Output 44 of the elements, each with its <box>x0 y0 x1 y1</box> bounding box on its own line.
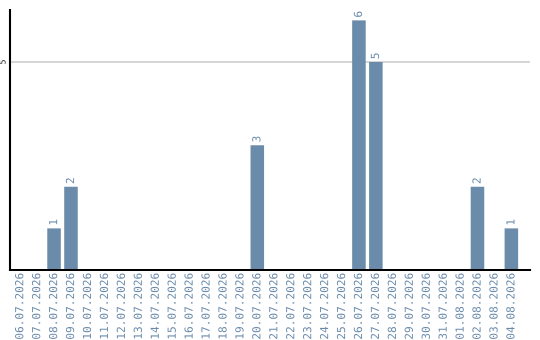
data-label: 6 <box>354 12 362 17</box>
x-tick-label: 03.08.2026 <box>489 273 498 339</box>
x-tick-label: 30.07.2026 <box>422 273 430 339</box>
x-tick-label: 19.07.2026 <box>235 273 244 338</box>
x-tick-label: 12.07.2026 <box>116 273 126 338</box>
bar <box>504 228 518 270</box>
data-label: 3 <box>252 136 261 142</box>
data-label: 5 <box>370 53 380 58</box>
x-tick-label: 15.07.2026 <box>167 273 176 338</box>
bar <box>470 186 484 270</box>
x-tick-label: 09.07.2026 <box>66 273 74 339</box>
x-tick-label: 25.07.2026 <box>336 273 346 339</box>
x-tick-label: 29.07.2026 <box>404 273 413 339</box>
data-label: 2 <box>66 178 74 184</box>
x-tick-label: 26.07.2026 <box>354 273 362 339</box>
x-tick-label: 31.07.2026 <box>438 273 447 339</box>
x-tick-label: 23.07.2026 <box>302 273 312 339</box>
bar <box>64 186 78 270</box>
x-tick-label: 02.08.2026 <box>472 273 481 339</box>
x-tick-label: 13.07.2026 <box>134 273 142 338</box>
x-tick-label: 07.07.2026 <box>32 273 40 339</box>
x-tick-label: 28.07.2026 <box>388 273 396 339</box>
x-tick-label: 18.07.2026 <box>218 273 227 338</box>
data-label: 2 <box>472 178 481 184</box>
data-label: 1 <box>506 220 514 224</box>
x-tick-label: 01.08.2026 <box>455 273 464 339</box>
x-tick-label: 14.07.2026 <box>150 273 159 338</box>
x-tick-label: 22.07.2026 <box>286 273 294 339</box>
bar <box>250 145 264 270</box>
x-tick-label: 08.07.2026 <box>48 273 58 339</box>
x-tick-label: 10.07.2026 <box>82 273 92 338</box>
x-tick-label: 24.07.2026 <box>320 273 328 339</box>
bar <box>352 20 366 270</box>
x-tick-label: 06.07.2026 <box>15 273 24 339</box>
x-tick-label: 04.08.2026 <box>506 273 515 339</box>
x-tick-label: 16.07.2026 <box>184 273 193 338</box>
bar <box>369 62 383 270</box>
x-tick-label: 20.07.2026 <box>252 273 261 339</box>
x-tick-label: 27.07.2026 <box>370 273 380 339</box>
bar <box>47 228 61 270</box>
data-label: 1 <box>49 220 58 224</box>
x-tick-label: 11.07.2026 <box>100 273 108 338</box>
x-tick-label: 17.07.2026 <box>201 273 210 338</box>
x-tick-label: 21.07.2026 <box>269 273 278 339</box>
